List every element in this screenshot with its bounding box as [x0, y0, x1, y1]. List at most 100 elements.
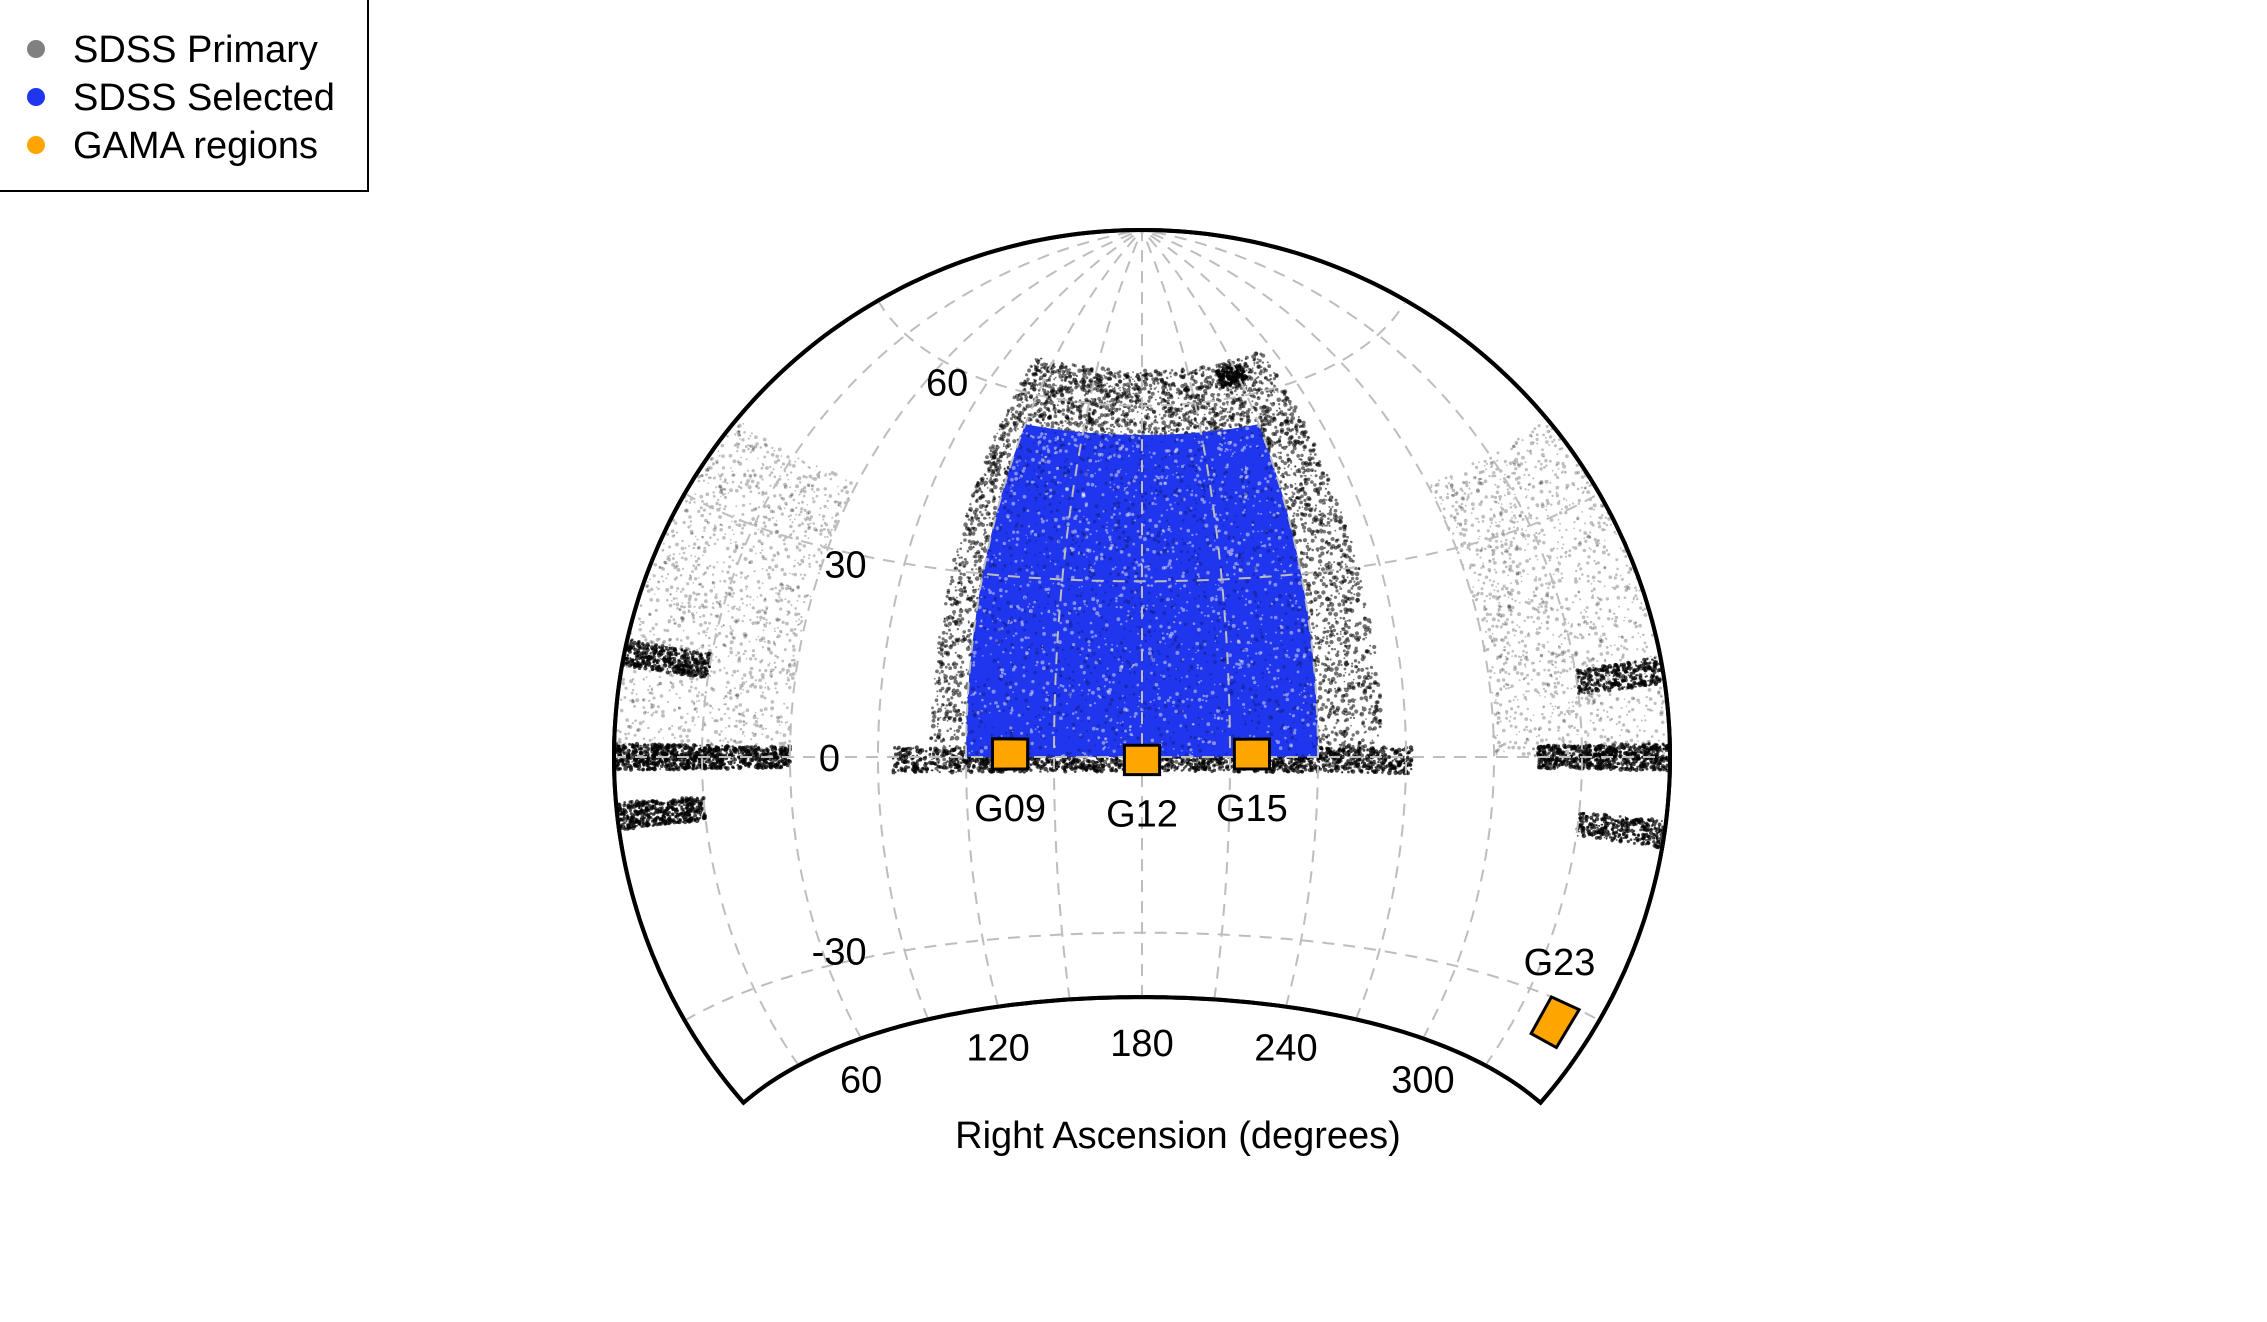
sdss-primary-point — [1109, 403, 1115, 409]
sdss-primary-point — [968, 545, 973, 551]
sdss-primary-point — [971, 531, 976, 536]
sdss-primary-point — [956, 548, 959, 551]
sdss-primary-point — [966, 549, 970, 553]
sdss-primary-point — [1218, 365, 1222, 369]
sdss-primary-point — [1293, 405, 1298, 410]
sdss-primary-point — [953, 729, 956, 732]
sdss-primary-point — [1299, 517, 1303, 521]
sdss-primary-point — [1334, 498, 1338, 502]
sdss-primary-point — [958, 624, 961, 627]
sdss-primary-point — [1257, 396, 1260, 399]
sdss-primary-point — [1324, 487, 1327, 490]
sdss-primary-point — [1369, 644, 1372, 647]
sdss-primary-point — [1079, 421, 1083, 425]
sdss-primary-point — [1372, 726, 1377, 731]
sdss-primary-point — [1326, 698, 1331, 702]
sdss-primary-point — [1156, 402, 1161, 406]
sdss-primary-point — [969, 503, 972, 506]
sdss-primary-point — [1236, 358, 1241, 362]
sdss-primary-point — [1337, 673, 1343, 678]
sdss-primary-point — [979, 510, 982, 514]
sdss-primary-point — [1346, 548, 1349, 551]
sdss-primary-point — [1301, 506, 1304, 509]
sdss-primary-point — [1103, 388, 1108, 393]
sdss-primary-point — [986, 477, 989, 480]
sdss-primary-point — [1162, 413, 1167, 418]
sdss-primary-point — [974, 507, 979, 512]
sdss-primary-point — [1133, 380, 1136, 383]
sdss-primary-point — [1149, 387, 1153, 391]
sdss-primary-point — [955, 662, 959, 666]
sdss-primary-point — [1350, 665, 1354, 668]
sdss-primary-point — [999, 486, 1004, 491]
sdss-primary-point — [1351, 584, 1355, 588]
sdss-primary-point — [957, 725, 962, 730]
sdss-primary-point — [1348, 673, 1351, 676]
sdss-primary-point — [1279, 435, 1282, 439]
sdss-primary-point — [946, 698, 950, 702]
sdss-primary-point — [955, 713, 959, 717]
sdss-primary-point — [1288, 496, 1292, 501]
sdss-primary-point — [1295, 513, 1300, 517]
sdss-primary-point — [958, 613, 962, 618]
sdss-primary-point — [1301, 420, 1306, 425]
sdss-primary-point — [1326, 482, 1329, 486]
sdss-primary-point — [1274, 373, 1279, 378]
sdss-primary-point — [1213, 402, 1218, 407]
sdss-primary-point — [943, 639, 948, 644]
sdss-primary-point — [1323, 546, 1326, 550]
sdss-primary-point — [1328, 506, 1331, 508]
sdss-primary-point — [977, 558, 982, 563]
sdss-primary-point — [1136, 411, 1139, 413]
sdss-primary-point — [1332, 517, 1335, 520]
sdss-primary-point — [1023, 417, 1026, 419]
sdss-primary-point — [1335, 620, 1339, 625]
sdss-primary-point — [1112, 425, 1116, 428]
sdss-primary-point — [1262, 413, 1265, 416]
sdss-primary-point — [1170, 428, 1173, 431]
sdss-primary-point — [1161, 420, 1166, 426]
sdss-primary-point — [1310, 599, 1313, 602]
sdss-primary-point — [944, 707, 947, 710]
sdss-primary-point — [1317, 513, 1320, 516]
sdss-primary-point — [1253, 371, 1257, 375]
sdss-primary-point — [1286, 453, 1290, 457]
sdss-primary-point — [1014, 410, 1019, 414]
sdss-primary-point — [943, 744, 945, 747]
sdss-primary-point — [1150, 422, 1154, 426]
sdss-primary-point — [967, 539, 972, 544]
sdss-primary-point — [1258, 359, 1262, 363]
sdss-primary-point — [1241, 417, 1244, 420]
sdss-primary-point — [1092, 376, 1096, 380]
sdss-primary-point — [970, 568, 974, 571]
sdss-primary-point — [1362, 637, 1366, 641]
sdss-primary-point — [1324, 655, 1327, 657]
sdss-primary-point — [1344, 638, 1348, 641]
sdss-primary-point — [1354, 571, 1360, 577]
sdss-primary-point — [1337, 659, 1342, 664]
sdss-primary-point — [1052, 406, 1056, 410]
sdss-primary-point — [1181, 427, 1185, 431]
sdss-primary-point — [1284, 492, 1287, 495]
sdss-primary-point — [934, 698, 939, 702]
sdss-primary-point — [1002, 445, 1005, 448]
sdss-primary-point — [938, 635, 941, 639]
sdss-primary-point — [1003, 443, 1005, 446]
sdss-primary-point — [1291, 491, 1293, 493]
sdss-primary-point — [1333, 726, 1336, 729]
sdss-primary-point — [1350, 724, 1352, 727]
sdss-primary-point — [1060, 400, 1065, 405]
sdss-primary-point — [974, 576, 980, 581]
sdss-primary-point — [1349, 716, 1353, 719]
sdss-primary-point — [1319, 545, 1325, 551]
sky-content — [614, 230, 1670, 1066]
sdss-primary-point — [958, 681, 963, 685]
sdss-primary-point — [1339, 630, 1342, 633]
sdss-primary-point — [1333, 612, 1339, 617]
sdss-primary-point — [1012, 439, 1017, 444]
sdss-primary-point — [1336, 538, 1340, 541]
sdss-primary-point — [1174, 759, 1179, 764]
sdss-primary-point — [1178, 416, 1181, 419]
sdss-primary-point — [972, 573, 975, 576]
